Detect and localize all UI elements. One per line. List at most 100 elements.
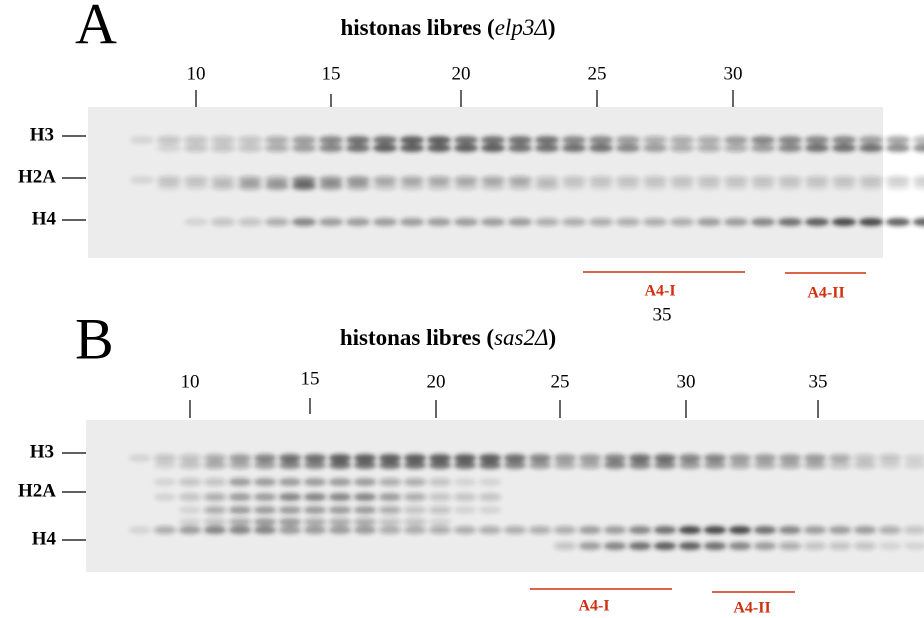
band [478,478,502,486]
band [642,144,668,152]
row-label: H3 [30,441,54,462]
band [858,182,884,190]
band [353,461,377,469]
band [669,176,695,184]
band [228,493,252,501]
band [578,542,602,550]
band [503,454,527,462]
band [777,144,803,152]
band [853,526,877,534]
band [426,144,452,152]
band [237,144,263,152]
lane-label: 25 [588,63,607,84]
band [210,176,236,184]
band [728,461,752,469]
band [353,506,377,514]
band [278,478,302,486]
band [903,461,924,469]
band [183,144,209,152]
band [669,218,695,226]
band [578,526,602,534]
band [372,218,398,226]
band [378,506,402,514]
band [534,136,560,144]
band [678,461,702,469]
band [553,461,577,469]
band [453,478,477,486]
band [237,218,263,226]
band [507,136,533,144]
band [534,176,560,184]
band [603,461,627,469]
band [183,182,209,190]
band [480,144,506,152]
band [278,461,302,469]
band [553,526,577,534]
band [291,176,317,184]
band [291,218,317,226]
band [399,218,425,226]
band [318,176,344,184]
band [453,218,479,226]
band [328,526,352,534]
lane-label: 35 [653,304,672,325]
band [534,218,560,226]
band [753,454,777,462]
band [878,461,902,469]
band [399,176,425,184]
lane-label: 25 [551,371,570,392]
band [203,493,227,501]
band [403,518,427,526]
band [353,478,377,486]
band [303,493,327,501]
band [253,493,277,501]
band [353,454,377,462]
band [345,218,371,226]
band [642,176,668,184]
band [428,526,452,534]
band [303,454,327,462]
band [723,176,749,184]
band [528,526,552,534]
band [228,461,252,469]
band [278,493,302,501]
band [318,218,344,226]
band [453,144,479,152]
lane-label: 20 [427,371,446,392]
band [696,218,722,226]
band [804,176,830,184]
band [912,218,924,226]
band [378,461,402,469]
band [426,176,452,184]
band [561,136,587,144]
band [478,526,502,534]
band [328,454,352,462]
band [507,144,533,152]
band [345,176,371,184]
band [183,218,209,226]
band [628,461,652,469]
band [237,182,263,190]
band [777,176,803,184]
band [903,542,924,550]
band [345,182,371,190]
band [372,144,398,152]
band [858,218,884,226]
band [153,461,177,469]
band [588,176,614,184]
band [253,506,277,514]
band [178,461,202,469]
band [183,176,209,184]
band [885,182,911,190]
band [603,542,627,550]
band [669,182,695,190]
band [553,542,577,550]
band [478,506,502,514]
fraction-label: A4-I [578,598,609,615]
band [228,478,252,486]
band [696,182,722,190]
band [129,176,155,184]
band [723,218,749,226]
band [750,182,776,190]
band [237,136,263,144]
